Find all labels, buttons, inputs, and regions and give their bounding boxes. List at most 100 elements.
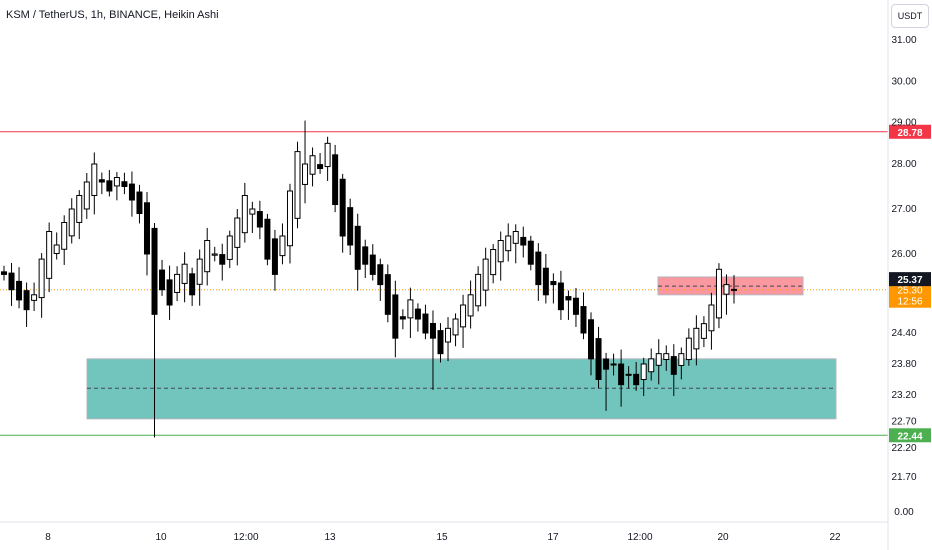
x-tick-label: 10 [155,532,167,543]
y-tick-label: 26.00 [891,249,916,260]
candle-body [633,373,640,386]
y-tick-label: 0.00 [894,507,914,518]
candle-body [542,267,549,296]
x-tick-label: 20 [717,532,729,543]
candle-body [512,231,519,244]
candle-body [166,279,173,306]
y-tick-label: 22.20 [891,443,916,454]
candle-body [83,181,90,210]
candle-body [475,273,482,307]
candle-body [437,330,444,355]
candle-body [106,180,113,192]
candle-body [708,304,715,332]
y-tick-label: 23.80 [891,359,916,370]
candle-body [535,251,542,286]
candle-body [482,258,489,291]
candle-body [557,282,564,311]
candle-body [572,297,579,315]
candle-body [399,316,406,320]
candle-body [159,269,166,291]
candle-body [226,235,233,260]
zones [86,276,837,420]
candle-body [445,327,452,343]
candle-body [128,183,135,201]
candle-body [693,327,700,350]
candle-body [324,142,331,168]
x-tick-label: 22 [829,532,841,543]
candle-body [505,235,512,252]
current-price-tag [889,282,931,308]
candle-body [294,151,301,219]
candle-body [429,323,436,339]
x-tick-label: 13 [324,532,336,543]
candle-body [302,163,309,185]
candle-body [219,254,226,265]
candle-body [309,155,316,175]
candle-body [588,319,595,360]
x-tick-label: 12:00 [627,532,652,543]
candle-body [422,313,429,334]
price-level-tag [889,428,931,443]
candle-body [603,358,610,370]
candle-body [648,358,655,373]
candle-body [181,263,188,284]
candle-body [286,190,293,247]
candle-body [23,290,30,311]
last-price-tag [889,272,931,287]
candle-body [68,208,75,237]
x-tick-label: 15 [436,532,448,543]
currency-button[interactable]: USDT [891,4,929,28]
candle-body [31,294,38,301]
candle-body [38,258,45,299]
price-level-tag [889,124,931,139]
candle-body [685,337,692,361]
candles [1,120,737,438]
candle-body [151,227,158,315]
price-level-label: 28.78 [897,128,922,139]
demand-zone [86,358,837,420]
candle-body [46,231,53,279]
candle-body [731,288,737,291]
candle-body [384,274,391,315]
candle-body [264,218,271,260]
candle-body [53,244,60,254]
y-tick-label: 27.00 [891,204,916,215]
candle-body [490,249,497,276]
candle-body [91,163,98,196]
y-tick-label: 30.00 [891,76,916,87]
candle-body [113,177,120,187]
y-tick-label: 28.00 [891,159,916,170]
candle-body [520,236,527,246]
candle-body [640,363,647,381]
candle-body [550,281,557,286]
candle-body [16,280,23,301]
candle-body [143,202,150,255]
candle-body [347,207,354,246]
y-tick-label: 29.00 [891,118,916,129]
candle-body [1,271,7,275]
candle-body [565,296,572,301]
candle-body [625,373,632,376]
candle-body [354,225,361,270]
candle-body [196,258,203,285]
candle-body [595,338,602,380]
candle-body [392,294,399,339]
candle-body [377,264,384,286]
candle-body [76,195,83,223]
candle-body [98,179,105,183]
candle-body [700,323,707,339]
y-tick-label: 31.00 [891,35,916,46]
candle-body [678,353,685,366]
candle-body [362,246,369,265]
candle-body [407,299,414,319]
candle-body [452,318,459,336]
candle-body [460,304,467,328]
candle-body [610,363,617,366]
candle-body [527,240,534,265]
candle-body [174,273,181,293]
candle-body [189,273,196,296]
candle-body [715,268,722,319]
candle-body [271,238,278,275]
price-level-label: 22.44 [897,431,922,442]
